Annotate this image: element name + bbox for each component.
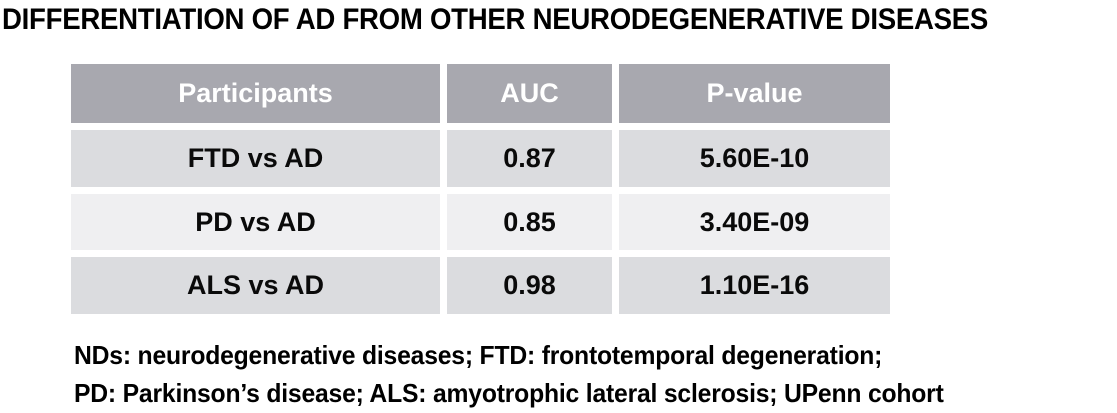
cell-auc-als-vs-ad: 0.98 (447, 257, 612, 314)
results-table: Participants AUC P-value FTD vs AD 0.87 … (71, 64, 890, 314)
cell-participants-ftd-vs-ad: FTD vs AD (71, 130, 440, 187)
page-title: DIFFERENTIATION OF AD FROM OTHER NEURODE… (2, 3, 989, 36)
footnote: NDs: neurodegenerative diseases; FTD: fr… (74, 336, 944, 412)
cell-p-value-als-vs-ad: 1.10E-16 (619, 257, 890, 314)
column-header-p-value: P-value (619, 64, 890, 123)
cell-auc-ftd-vs-ad: 0.87 (447, 130, 612, 187)
footnote-line-1: NDs: neurodegenerative diseases; FTD: fr… (74, 340, 883, 370)
footnote-line-2: PD: Parkinson’s disease; ALS: amyotrophi… (74, 378, 944, 408)
cell-p-value-ftd-vs-ad: 5.60E-10 (619, 130, 890, 187)
column-header-participants: Participants (71, 64, 440, 123)
column-header-auc: AUC (447, 64, 612, 123)
cell-p-value-pd-vs-ad: 3.40E-09 (619, 194, 890, 250)
cell-auc-pd-vs-ad: 0.85 (447, 194, 612, 250)
cell-participants-als-vs-ad: ALS vs AD (71, 257, 440, 314)
cell-participants-pd-vs-ad: PD vs AD (71, 194, 440, 250)
